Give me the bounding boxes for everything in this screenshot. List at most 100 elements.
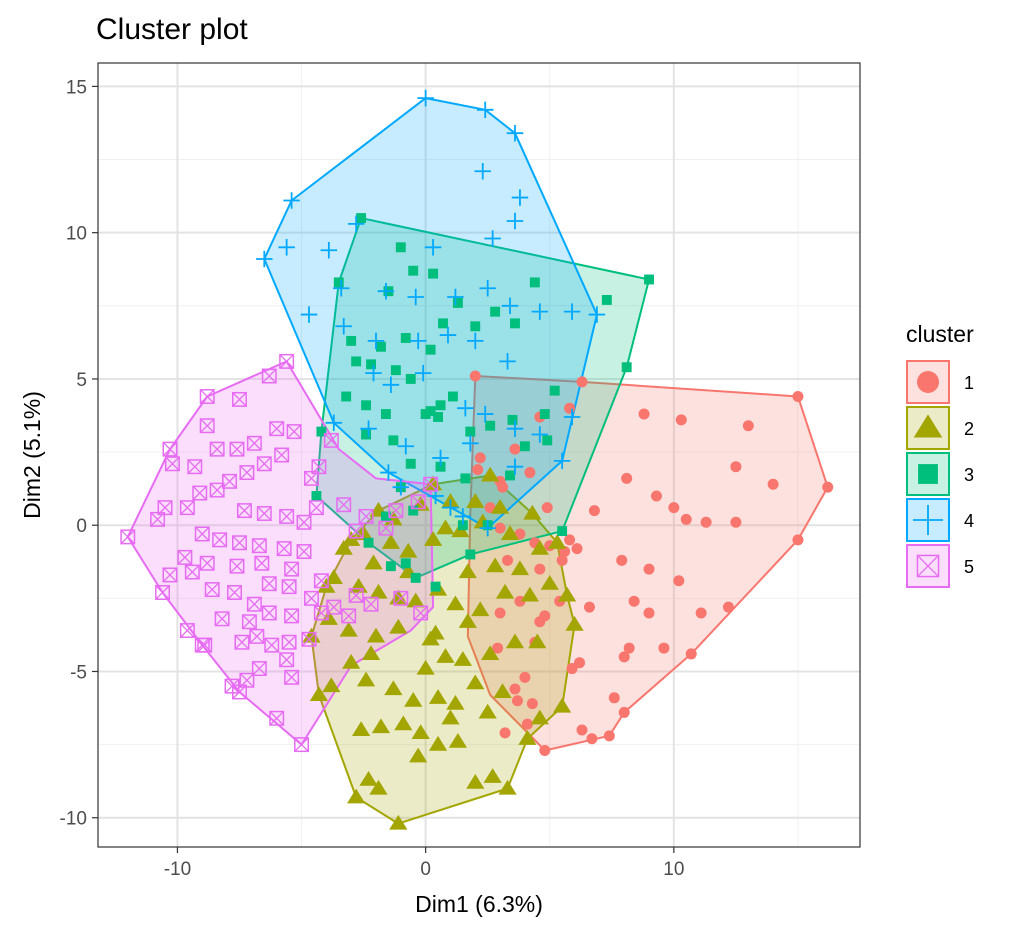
data-point-cluster-5 <box>363 596 379 612</box>
data-point-cluster-2 <box>483 768 502 783</box>
data-point-cluster-1 <box>556 554 568 566</box>
data-point-cluster-3 <box>601 295 612 305</box>
data-point-cluster-4 <box>506 458 524 475</box>
data-point-cluster-5 <box>378 520 394 536</box>
data-point-cluster-5 <box>341 608 357 624</box>
data-point-cluster-3 <box>356 213 367 223</box>
data-point-cluster-5 <box>279 508 295 524</box>
data-point-cluster-5 <box>227 585 242 600</box>
data-point-cluster-2 <box>371 718 391 734</box>
data-point-cluster-3 <box>346 335 357 346</box>
data-point-cluster-2 <box>428 735 448 751</box>
data-point-cluster-4 <box>365 364 382 382</box>
y-tick-label-15: 15 <box>66 77 87 98</box>
data-point-cluster-3 <box>485 420 496 431</box>
data-point-cluster-1 <box>623 642 635 654</box>
data-point-cluster-2 <box>446 595 465 611</box>
data-point-cluster-5 <box>279 652 295 668</box>
data-point-cluster-3 <box>435 400 446 411</box>
data-point-cluster-2 <box>339 621 358 637</box>
data-point-cluster-1 <box>472 464 484 476</box>
data-point-cluster-1 <box>539 744 551 756</box>
data-point-cluster-4 <box>424 239 442 256</box>
data-point-cluster-5 <box>261 576 277 592</box>
data-point-cluster-2 <box>458 563 477 579</box>
data-point-cluster-3 <box>333 277 344 288</box>
data-point-cluster-2 <box>518 730 537 745</box>
data-point-cluster-5 <box>179 623 195 638</box>
data-point-cluster-1 <box>474 452 486 464</box>
data-point-cluster-3 <box>542 435 553 446</box>
data-point-cluster-1 <box>574 657 586 669</box>
data-point-cluster-2 <box>309 686 329 701</box>
data-point-cluster-4 <box>499 353 516 370</box>
data-point-cluster-3 <box>621 362 632 373</box>
data-point-cluster-1 <box>742 420 754 432</box>
data-point-cluster-1 <box>586 733 598 745</box>
data-point-cluster-2 <box>423 531 443 546</box>
data-point-cluster-4 <box>447 288 464 306</box>
data-point-cluster-5 <box>274 447 290 463</box>
data-point-cluster-2 <box>558 586 577 602</box>
data-point-cluster-3 <box>460 473 471 484</box>
data-point-cluster-1 <box>583 601 595 613</box>
data-point-cluster-5 <box>261 605 277 621</box>
x-axis-label: Dim1 (6.3%) <box>415 891 543 917</box>
data-point-cluster-5 <box>301 631 317 647</box>
data-point-cluster-2 <box>361 645 381 661</box>
data-point-cluster-3 <box>395 242 406 253</box>
data-point-cluster-4 <box>283 192 300 209</box>
data-point-cluster-1 <box>675 414 687 426</box>
data-point-cluster-2 <box>528 633 547 649</box>
data-point-cluster-1 <box>668 502 680 514</box>
data-point-cluster-2 <box>399 542 418 558</box>
data-point-cluster-3 <box>351 356 362 367</box>
data-point-cluster-4 <box>367 332 385 350</box>
data-point-cluster-2 <box>347 788 366 804</box>
data-point-cluster-2 <box>448 733 468 748</box>
data-point-cluster-5 <box>212 532 228 548</box>
data-point-cluster-1 <box>588 505 600 517</box>
data-point-cluster-1 <box>564 402 576 414</box>
data-point-cluster-5 <box>199 555 215 571</box>
data-point-cluster-5 <box>308 500 324 516</box>
data-point-cluster-5 <box>358 508 374 524</box>
data-point-cluster-5 <box>246 435 262 451</box>
data-point-cluster-4 <box>409 332 427 350</box>
data-point-cluster-5 <box>184 564 200 580</box>
data-point-cluster-1 <box>492 642 504 654</box>
data-point-cluster-3 <box>316 426 327 437</box>
data-point-cluster-3 <box>361 400 372 411</box>
data-point-cluster-5 <box>229 441 245 457</box>
data-point-cluster-4 <box>506 212 524 230</box>
data-point-cluster-1 <box>730 516 742 528</box>
data-point-cluster-1 <box>509 443 521 455</box>
data-point-cluster-2 <box>505 633 525 649</box>
data-point-cluster-2 <box>364 554 383 570</box>
data-point-cluster-1 <box>571 543 583 555</box>
data-point-cluster-3 <box>366 359 376 370</box>
data-point-cluster-5 <box>199 418 215 434</box>
data-point-cluster-1 <box>722 601 734 613</box>
data-point-cluster-3 <box>408 265 419 276</box>
data-point-cluster-3 <box>405 373 416 384</box>
data-point-cluster-5 <box>296 514 312 530</box>
data-point-cluster-2 <box>369 583 388 599</box>
data-point-cluster-1 <box>514 528 526 540</box>
data-point-cluster-5 <box>224 678 240 694</box>
data-point-cluster-2 <box>404 692 423 707</box>
data-point-cluster-3 <box>405 458 416 469</box>
data-point-cluster-3 <box>457 520 468 531</box>
data-point-cluster-5 <box>187 459 203 475</box>
data-point-cluster-2 <box>493 683 512 699</box>
data-point-cluster-3 <box>435 461 446 472</box>
data-point-cluster-1 <box>700 516 712 528</box>
data-point-cluster-4 <box>439 326 457 344</box>
data-point-cluster-5 <box>232 391 247 407</box>
data-point-cluster-5 <box>423 476 439 492</box>
data-point-cluster-1 <box>616 554 628 566</box>
data-point-cluster-4 <box>380 464 397 481</box>
data-point-cluster-2 <box>466 773 485 789</box>
data-point-cluster-2 <box>322 677 341 693</box>
